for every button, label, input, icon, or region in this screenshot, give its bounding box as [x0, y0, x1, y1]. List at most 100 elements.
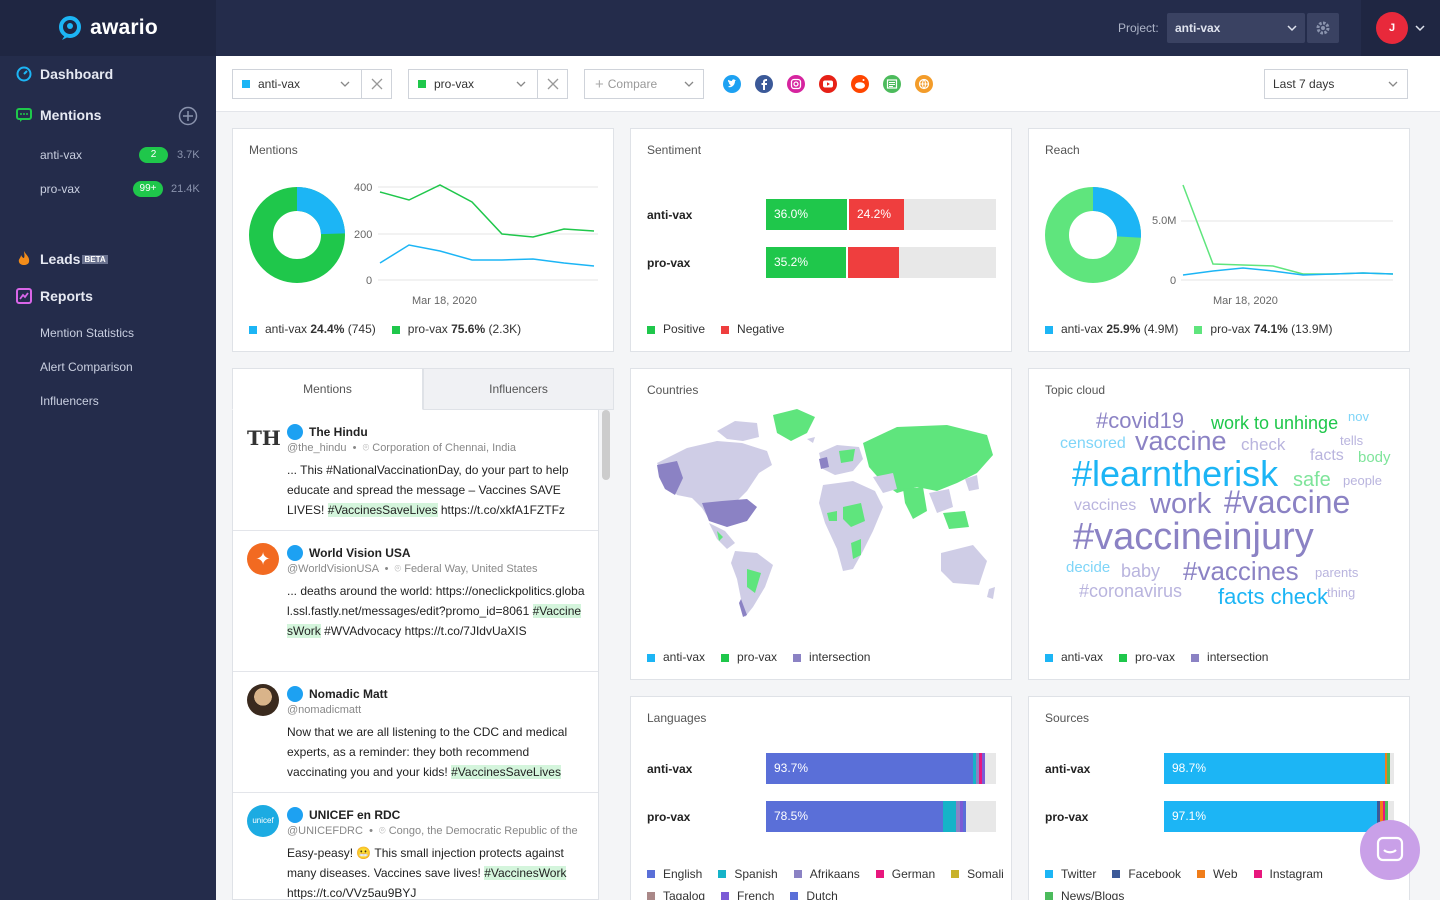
post-text: Now that we are all listening to the CDC… — [287, 722, 587, 782]
author-name[interactable]: Nomadic Matt — [287, 686, 388, 702]
alert-select-2-value: pro-vax — [434, 77, 475, 91]
author-name[interactable]: UNICEF en RDC — [287, 807, 400, 823]
twitter-icon — [287, 424, 303, 440]
report-influencers[interactable]: Influencers — [40, 394, 99, 408]
mention-post[interactable]: unicef UNICEF en RDC @UNICEFDRC • ⌾ Cong… — [233, 793, 598, 899]
topic-word[interactable]: baby — [1121, 561, 1161, 581]
topic-word[interactable]: parents — [1315, 565, 1359, 580]
project-settings-button[interactable] — [1307, 13, 1339, 43]
add-alert-icon[interactable] — [178, 106, 198, 126]
tab-influencers[interactable]: Influencers — [423, 368, 614, 410]
mention-post[interactable]: Nomadic Matt @nomadicmatt Now that we ar… — [233, 672, 598, 793]
alert-badge: 99+ — [133, 181, 163, 197]
topic-word[interactable]: work — [1150, 488, 1212, 520]
sidebar-alert-anti-vax[interactable]: anti-vax — [40, 148, 83, 162]
project-select[interactable]: anti-vax — [1167, 13, 1305, 43]
youtube-icon[interactable] — [819, 75, 837, 93]
topic-word[interactable]: facts — [1310, 447, 1344, 464]
topic-word[interactable]: facts check — [1218, 584, 1329, 609]
compare-select[interactable]: + Compare — [584, 69, 704, 99]
legend-item: Spanish — [718, 867, 778, 881]
twitter-icon[interactable] — [723, 75, 741, 93]
color-swatch — [249, 325, 257, 334]
nav-dashboard[interactable]: Dashboard — [16, 66, 113, 82]
logo[interactable]: awario — [0, 0, 216, 56]
feed-scrollbar[interactable] — [602, 410, 610, 480]
color-swatch — [1119, 653, 1128, 662]
topic-word[interactable]: safe — [1293, 469, 1331, 491]
x-axis-label: Mar 18, 2020 — [412, 295, 477, 307]
topic-word[interactable]: censored — [1060, 435, 1126, 452]
topic-word[interactable]: #coronavirus — [1079, 581, 1183, 601]
topic-word[interactable]: people — [1343, 473, 1383, 488]
sentiment-row-label: anti-vax — [647, 208, 693, 222]
author-handle: @the_hindu • ⌾ Corporation of Chennai, I… — [287, 442, 516, 454]
flame-icon — [18, 251, 30, 265]
topic-word[interactable]: check — [1241, 435, 1286, 454]
color-swatch — [1112, 870, 1121, 878]
author-name-text: The Hindu — [309, 425, 368, 439]
topic-word[interactable]: #vaccine — [1224, 484, 1351, 520]
nav-mentions-label: Mentions — [40, 107, 102, 123]
hashtag[interactable]: #VaccinesSaveLives — [327, 503, 438, 517]
color-swatch — [1045, 892, 1053, 900]
topic-word[interactable]: decide — [1066, 559, 1111, 576]
topic-word[interactable]: #vaccines — [1183, 556, 1299, 586]
handle-text: @the_hindu — [287, 442, 347, 454]
alert-badge: 2 — [139, 147, 168, 163]
remove-alert-2-button[interactable] — [537, 70, 567, 98]
legend-name: anti-vax — [1061, 650, 1104, 664]
topic-word[interactable]: work to unhinge — [1211, 413, 1339, 433]
topic-word[interactable]: vaccine — [1135, 426, 1227, 456]
nav-mentions[interactable]: Mentions — [16, 107, 101, 123]
alert-select-2[interactable]: pro-vax — [408, 69, 568, 99]
topic-word[interactable]: body — [1358, 449, 1391, 466]
x-axis-label: Mar 18, 2020 — [1213, 295, 1278, 307]
color-swatch — [418, 80, 426, 88]
report-mention-statistics[interactable]: Mention Statistics — [40, 326, 135, 340]
nav-reports[interactable]: Reports — [16, 288, 93, 304]
reports-icon — [16, 288, 32, 304]
mention-feed: TH The Hindu @the_hindu • ⌾ Corporation … — [232, 410, 599, 900]
legend-pct: 24.4% — [310, 322, 345, 336]
author-name-text: UNICEF en RDC — [309, 808, 401, 822]
web-icon[interactable] — [915, 75, 933, 93]
author-name[interactable]: The Hindu — [287, 424, 368, 440]
author-name-text: Nomadic Matt — [309, 687, 388, 701]
negative-segment — [848, 247, 899, 278]
beta-badge: BETA — [82, 254, 108, 264]
reddit-icon[interactable] — [851, 75, 869, 93]
nav-leads[interactable]: Leads BETA — [16, 250, 108, 268]
languages-card: Languages anti-vax 93.7% pro-vax 78.5% E… — [630, 696, 1012, 900]
period-select[interactable]: Last 7 days — [1264, 69, 1408, 99]
topic-word[interactable]: vaccines — [1074, 497, 1137, 514]
topic-word[interactable]: tells — [1340, 433, 1364, 448]
topic-word[interactable]: #covid19 — [1096, 408, 1185, 433]
facebook-segment — [1377, 801, 1380, 832]
sidebar-alert-pro-vax[interactable]: pro-vax — [40, 182, 81, 196]
report-alert-comparison[interactable]: Alert Comparison — [40, 360, 133, 374]
facebook-icon[interactable] — [755, 75, 773, 93]
tab-mentions[interactable]: Mentions — [232, 368, 423, 410]
hashtag[interactable]: #VaccinesSaveLives — [451, 765, 561, 779]
topic-word[interactable]: thing — [1327, 585, 1356, 600]
post-body: ... deaths around the world: https://one… — [287, 584, 585, 618]
topic-word[interactable]: #vaccineinjury — [1073, 516, 1314, 558]
news-icon[interactable] — [883, 75, 901, 93]
color-swatch — [951, 870, 960, 878]
twitter-icon — [287, 807, 303, 823]
mention-post[interactable]: ✦ World Vision USA @WorldVisionUSA • ⌾ F… — [233, 531, 598, 672]
topic-word[interactable]: nov — [1348, 409, 1369, 424]
legend-name: Positive — [663, 322, 706, 336]
topic-word[interactable]: #learntherisk — [1072, 453, 1279, 494]
user-menu[interactable]: J — [1361, 0, 1440, 56]
chevron-down-icon — [516, 81, 526, 87]
hashtag[interactable]: #VaccinesWork — [484, 866, 567, 880]
divider — [846, 247, 848, 278]
chat-button[interactable] — [1360, 820, 1420, 880]
mention-post[interactable]: TH The Hindu @the_hindu • ⌾ Corporation … — [233, 410, 598, 531]
remove-alert-1-button[interactable] — [361, 70, 391, 98]
author-name[interactable]: World Vision USA — [287, 545, 411, 561]
instagram-icon[interactable] — [787, 75, 805, 93]
alert-select-1[interactable]: anti-vax — [232, 69, 392, 99]
